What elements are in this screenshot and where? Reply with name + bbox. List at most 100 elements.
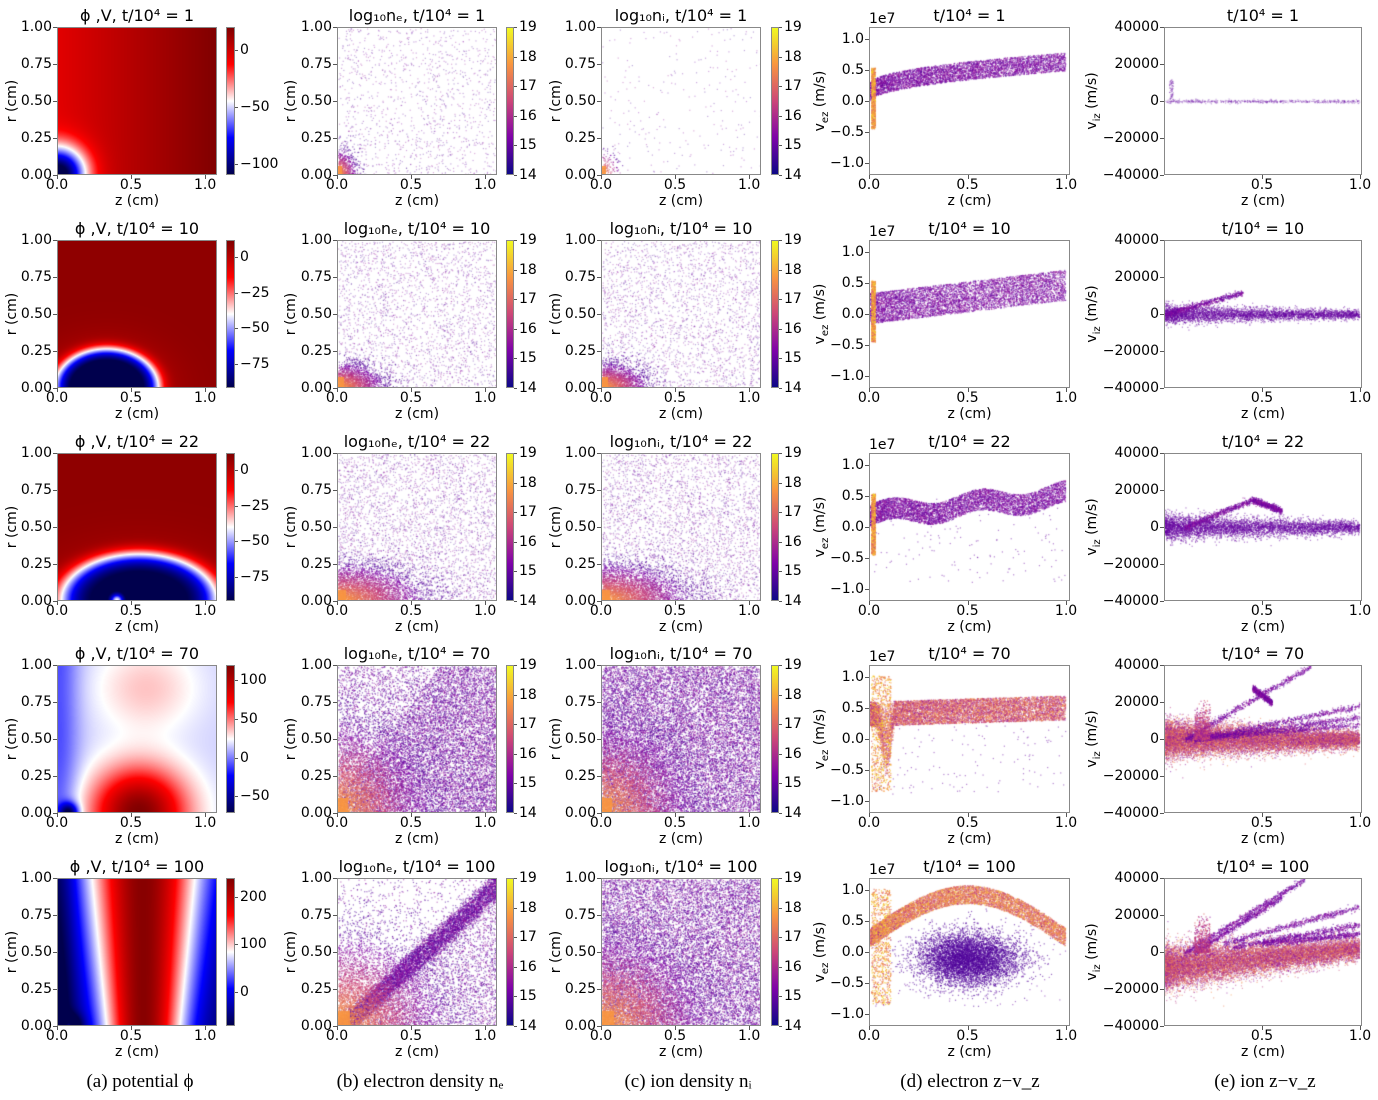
x-axis-label: z (cm) xyxy=(394,193,440,209)
colorbar-tick-label: 14 xyxy=(784,805,802,821)
x-tick-mark xyxy=(1066,388,1068,392)
y-tick-mark xyxy=(53,989,57,990)
y-tick-label: 0.00 xyxy=(20,1018,52,1034)
y-tick-label: −40000 xyxy=(1102,1018,1159,1034)
panel-d3-scatter-canvas xyxy=(870,454,1069,600)
y-tick-mark xyxy=(53,314,57,315)
y-tick-mark xyxy=(597,952,601,953)
y-tick-label: 0.0 xyxy=(841,519,864,535)
y-label-subscript: iz xyxy=(1091,751,1103,760)
x-tick-label: 0.5 xyxy=(663,815,687,831)
x-tick-label: 0.5 xyxy=(956,1028,979,1044)
y-tick-mark xyxy=(53,665,57,666)
y-tick-mark xyxy=(53,601,57,602)
x-axis-label: z (cm) xyxy=(114,406,160,422)
y-tick-mark xyxy=(1160,175,1164,176)
y-tick-label: 40000 xyxy=(1114,232,1159,248)
x-tick-label: 1.0 xyxy=(474,603,497,619)
colorbar-tick-mark xyxy=(235,470,238,472)
colorbar-tick-mark xyxy=(514,571,517,573)
y-tick-mark xyxy=(53,490,57,491)
x-tick-mark xyxy=(57,1026,58,1030)
colorbar-tick-label: 18 xyxy=(784,474,802,491)
panel-b1-colorbar xyxy=(506,27,514,175)
x-tick-label: 0.0 xyxy=(45,177,69,193)
y-axis-label: r (cm) xyxy=(283,930,299,974)
panel-a4-plot-area xyxy=(57,665,217,813)
y-tick-mark xyxy=(597,878,601,879)
y-axis-label: r (cm) xyxy=(548,930,564,974)
x-tick-label: 1.0 xyxy=(1348,177,1372,193)
x-tick-label: 0.5 xyxy=(1250,603,1274,619)
y-tick-mark xyxy=(333,138,337,139)
y-tick-mark xyxy=(865,375,869,377)
colorbar-tick-label: 0 xyxy=(240,41,249,58)
y-tick-label: 0.50 xyxy=(20,944,52,960)
y-tick-label: 1.00 xyxy=(564,870,596,886)
y-label-unit: (m/s) xyxy=(1084,498,1101,540)
x-tick-mark xyxy=(131,388,133,392)
caption-a: (a) potential ϕ xyxy=(86,1071,194,1092)
colorbar-tick-mark xyxy=(514,86,517,88)
y-tick-mark xyxy=(1160,490,1164,491)
x-tick-label: 0.5 xyxy=(399,815,423,831)
y-tick-label: 0.00 xyxy=(20,805,52,821)
y-tick-mark xyxy=(53,915,57,916)
y-tick-label: 0.25 xyxy=(300,768,332,784)
x-tick-label: 0.0 xyxy=(589,177,613,193)
y-tick-mark xyxy=(1160,915,1164,916)
colorbar-tick-mark xyxy=(235,541,238,543)
x-tick-mark xyxy=(601,175,602,179)
colorbar-tick-label: 19 xyxy=(784,657,802,673)
colorbar-tick-mark xyxy=(779,145,782,147)
colorbar-tick-mark xyxy=(514,388,517,389)
colorbar-tick-mark xyxy=(779,175,782,176)
y-tick-label: 0.5 xyxy=(841,62,864,79)
x-tick-label: 0.5 xyxy=(1250,815,1274,831)
colorbar-tick-mark xyxy=(235,257,238,259)
y-tick-mark xyxy=(597,138,601,139)
caption-b: (b) electron density nₑ xyxy=(336,1071,504,1092)
y-tick-label: 0.75 xyxy=(300,482,332,498)
x-tick-label: 0.5 xyxy=(399,177,423,193)
y-tick-mark xyxy=(597,101,601,102)
x-axis-label: z (cm) xyxy=(1240,831,1286,847)
panel-c5-title: log₁₀nᵢ, t/10⁴ = 100 xyxy=(604,857,758,876)
x-tick-label: 0.5 xyxy=(663,603,687,619)
x-tick-mark xyxy=(337,601,338,605)
colorbar-tick-mark xyxy=(235,505,238,507)
y-axis-label: vez (m/s) xyxy=(812,709,831,770)
x-axis-label: z (cm) xyxy=(658,193,704,209)
panel-c1-colorbar xyxy=(771,27,779,175)
y-tick-mark xyxy=(333,388,337,389)
y-tick-mark xyxy=(865,131,869,133)
x-tick-label: 0.5 xyxy=(663,177,687,193)
x-tick-label: 0.0 xyxy=(589,815,613,831)
colorbar-tick-label: 100 xyxy=(240,672,267,689)
colorbar-tick-label: 18 xyxy=(784,899,802,916)
colorbar-tick-label: −25 xyxy=(240,497,270,514)
colorbar-tick-label: 15 xyxy=(519,350,537,367)
panel-a1-title: ϕ ,V, t/10⁴ = 1 xyxy=(79,6,195,25)
colorbar-tick-mark xyxy=(779,269,782,271)
colorbar-tick-mark xyxy=(514,240,517,241)
y-label-unit: (m/s) xyxy=(1084,710,1101,752)
panel-e2-plot-area xyxy=(1164,240,1362,388)
colorbar-tick-label: 19 xyxy=(519,445,537,461)
y-axis-label: r (cm) xyxy=(548,79,564,123)
y-tick-mark xyxy=(865,557,869,559)
x-tick-mark xyxy=(967,813,969,817)
y-tick-label: −40000 xyxy=(1102,167,1159,183)
caption-c: (c) ion density nᵢ xyxy=(624,1071,752,1092)
colorbar-tick-mark xyxy=(514,753,517,755)
x-axis-label: z (cm) xyxy=(947,1044,992,1060)
panel-c2-colorbar xyxy=(771,240,779,388)
panel-e5-title: t/10⁴ = 100 xyxy=(1216,857,1310,876)
y-label-unit: (m/s) xyxy=(1084,72,1101,114)
panel-a4-heatmap-canvas xyxy=(58,666,216,812)
colorbar-tick-label: −50 xyxy=(240,320,270,337)
y-tick-mark xyxy=(333,601,337,602)
colorbar-tick-label: 17 xyxy=(519,929,537,946)
y-tick-label: 0.75 xyxy=(20,907,52,923)
colorbar-tick-label: 15 xyxy=(784,988,802,1005)
